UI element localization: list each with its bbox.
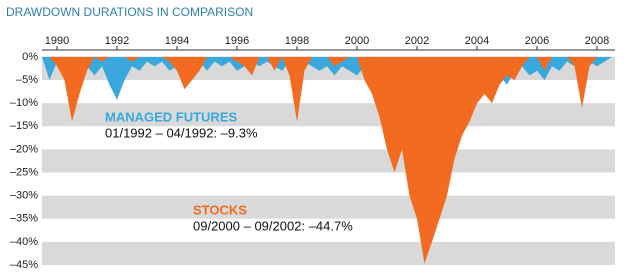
x-tick-label: 2006 [525, 35, 549, 47]
grid-band [42, 241, 615, 265]
y-tick-label: –35% [10, 213, 38, 225]
chart-title: DRAWDOWN DURATIONS IN COMPARISON [6, 5, 253, 19]
x-tick-label: 1990 [45, 35, 69, 47]
x-tick-label: 2002 [405, 35, 429, 47]
grid-band [42, 149, 615, 173]
x-tick-label: 2000 [345, 35, 369, 47]
x-tick-label: 1998 [285, 35, 309, 47]
area [42, 56, 612, 264]
annotation-text: 09/2000 – 09/2002: –44.7% [193, 218, 353, 233]
y-tick-label: –5% [16, 74, 38, 86]
x-tick-label: 1996 [225, 35, 249, 47]
annotation-title: STOCKS [193, 202, 247, 217]
y-tick-label: –45% [10, 259, 38, 271]
y-tick-label: –10% [10, 97, 38, 109]
x-tick-label: 1992 [105, 35, 129, 47]
y-tick-label: –20% [10, 143, 38, 155]
y-tick-label: 0% [22, 51, 38, 63]
x-tick-label: 2004 [465, 35, 489, 47]
y-tick-label: –25% [10, 166, 38, 178]
y-tick-label: –15% [10, 120, 38, 132]
y-tick-label: –40% [10, 236, 38, 248]
y-tick-label: –30% [10, 190, 38, 202]
x-tick-label: 2008 [585, 35, 609, 47]
grid-band [42, 195, 615, 219]
x-tick-label: 1994 [165, 35, 189, 47]
annotation-title: MANAGED FUTURES [105, 109, 237, 124]
annotation-text: 01/1992 – 04/1992: –9.3% [105, 125, 258, 140]
